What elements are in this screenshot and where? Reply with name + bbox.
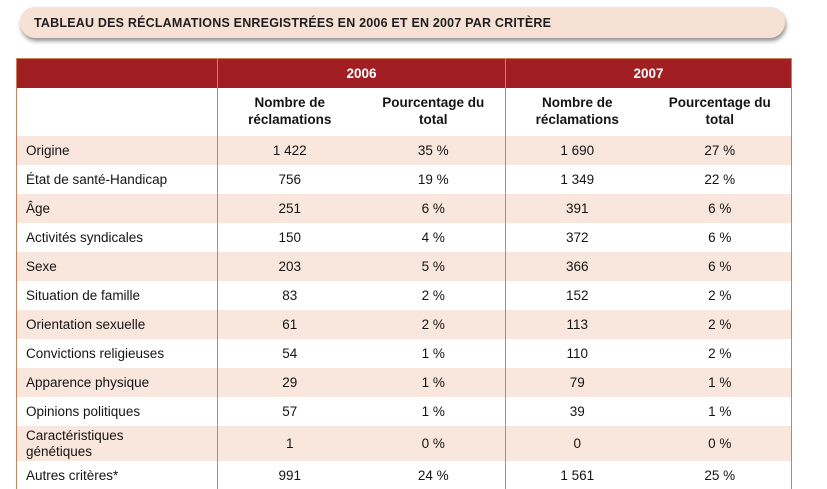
cell-2006-percent: 5 % (361, 252, 506, 281)
table-row: Caractéristiques génétiques 1 0 % 0 0 % (16, 426, 792, 462)
cell-2006-percent: 19 % (361, 165, 506, 194)
cell-2007-percent: 6 % (648, 194, 792, 223)
claims-table: 2006 2007 Nombre de réclamations Pourcen… (16, 58, 793, 489)
table-row: Origine 1 422 35 % 1 690 27 % (16, 136, 792, 165)
cell-2007-count: 0 (505, 426, 649, 462)
corner-cell (16, 58, 218, 88)
cell-2007-count: 79 (505, 368, 649, 397)
table-row: Autres critères* 991 24 % 1 561 25 % (16, 461, 792, 489)
cell-2006-percent: 1 % (361, 397, 506, 426)
cell-2007-percent: 27 % (648, 136, 792, 165)
subheader-2006-claims: Nombre de réclamations (217, 88, 362, 136)
cell-2006-count: 150 (217, 223, 362, 252)
table-row: Sexe 203 5 % 366 6 % (16, 252, 792, 281)
row-label: Autres critères* (16, 461, 218, 489)
cell-2007-count: 1 561 (505, 461, 649, 489)
subheader-row: Nombre de réclamations Pourcentage du to… (16, 88, 792, 136)
cell-2007-percent: 6 % (648, 223, 792, 252)
cell-2007-percent: 2 % (648, 310, 792, 339)
cell-2007-percent: 1 % (648, 368, 792, 397)
cell-2007-count: 113 (505, 310, 649, 339)
cell-2007-percent: 1 % (648, 397, 792, 426)
empty-subheader-cell (16, 88, 218, 136)
table-row: Orientation sexuelle 61 2 % 113 2 % (16, 310, 792, 339)
subheader-2006-percent: Pourcentage du total (361, 88, 506, 136)
table-row: Opinions politiques 57 1 % 39 1 % (16, 397, 792, 426)
table-row: Convictions religieuses 54 1 % 110 2 % (16, 339, 792, 368)
cell-2007-percent: 25 % (648, 461, 792, 489)
cell-2007-count: 39 (505, 397, 649, 426)
cell-2006-count: 991 (217, 461, 362, 489)
cell-2006-count: 83 (217, 281, 362, 310)
subheader-2007-claims: Nombre de réclamations (505, 88, 649, 136)
cell-2006-percent: 4 % (361, 223, 506, 252)
cell-2007-count: 1 690 (505, 136, 649, 165)
table-row: État de santé-Handicap 756 19 % 1 349 22… (16, 165, 792, 194)
cell-2006-count: 61 (217, 310, 362, 339)
cell-2007-count: 391 (505, 194, 649, 223)
subheader-2007-percent: Pourcentage du total (648, 88, 792, 136)
table-row: Apparence physique 29 1 % 79 1 % (16, 368, 792, 397)
cell-2006-percent: 2 % (361, 281, 506, 310)
cell-2007-count: 1 349 (505, 165, 649, 194)
table-title: TABLEAU DES RÉCLAMATIONS ENREGISTRÉES EN… (34, 15, 552, 30)
row-label: Opinions politiques (16, 397, 218, 426)
cell-2007-percent: 0 % (648, 426, 792, 462)
cell-2006-percent: 2 % (361, 310, 506, 339)
cell-2007-percent: 2 % (648, 339, 792, 368)
cell-2006-count: 1 (217, 426, 362, 462)
year-header-2006: 2006 (216, 58, 506, 88)
cell-2007-percent: 6 % (648, 252, 792, 281)
cell-2007-count: 110 (505, 339, 649, 368)
table-row: Situation de famille 83 2 % 152 2 % (16, 281, 792, 310)
cell-2006-count: 203 (217, 252, 362, 281)
cell-2006-percent: 1 % (361, 339, 506, 368)
cell-2006-count: 57 (217, 397, 362, 426)
table-row: Activités syndicales 150 4 % 372 6 % (16, 223, 792, 252)
row-label: Situation de famille (16, 281, 218, 310)
cell-2006-percent: 6 % (361, 194, 506, 223)
cell-2006-percent: 1 % (361, 368, 506, 397)
cell-2006-count: 1 422 (217, 136, 362, 165)
row-label: État de santé-Handicap (16, 165, 218, 194)
cell-2007-percent: 2 % (648, 281, 792, 310)
row-label: Caractéristiques génétiques (16, 426, 218, 462)
row-label: Âge (16, 194, 218, 223)
cell-2007-count: 366 (505, 252, 649, 281)
row-label: Sexe (16, 252, 218, 281)
table-row: Âge 251 6 % 391 6 % (16, 194, 792, 223)
row-label: Convictions religieuses (16, 339, 218, 368)
cell-2007-percent: 22 % (648, 165, 792, 194)
claims-table-container: 2006 2007 Nombre de réclamations Pourcen… (16, 58, 793, 489)
cell-2006-percent: 24 % (361, 461, 506, 489)
cell-2006-count: 54 (217, 339, 362, 368)
cell-2007-count: 372 (505, 223, 649, 252)
row-label: Apparence physique (16, 368, 218, 397)
row-label: Activités syndicales (16, 223, 218, 252)
year-header-row: 2006 2007 (16, 58, 792, 88)
row-label: Orientation sexuelle (16, 310, 218, 339)
cell-2006-count: 251 (217, 194, 362, 223)
cell-2006-percent: 0 % (361, 426, 506, 462)
cell-2006-count: 29 (217, 368, 362, 397)
row-label: Origine (16, 136, 218, 165)
year-header-2007: 2007 (505, 58, 792, 88)
cell-2007-count: 152 (505, 281, 649, 310)
table-title-banner: TABLEAU DES RÉCLAMATIONS ENREGISTRÉES EN… (20, 7, 785, 38)
cell-2006-count: 756 (217, 165, 362, 194)
cell-2006-percent: 35 % (361, 136, 506, 165)
